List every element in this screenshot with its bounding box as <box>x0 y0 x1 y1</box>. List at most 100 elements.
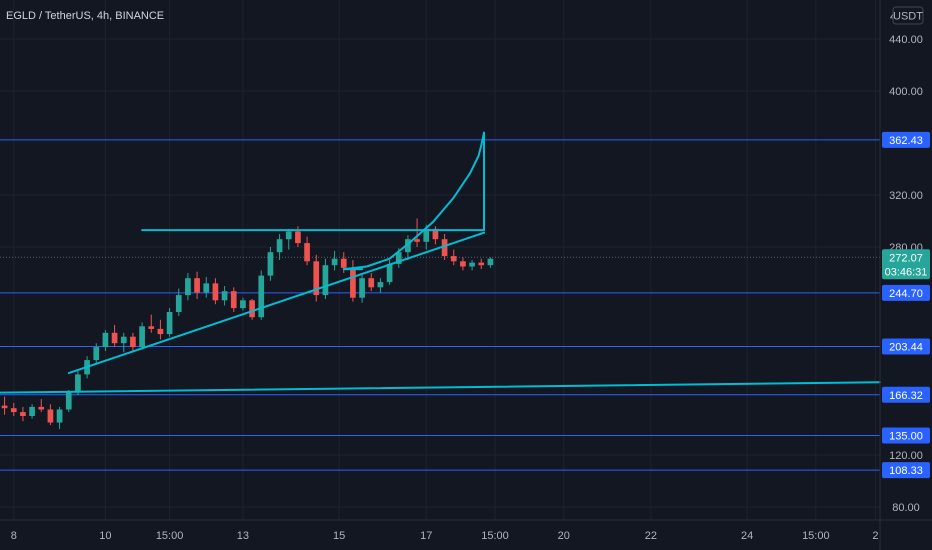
currency-button[interactable] <box>892 6 924 25</box>
candle-body <box>267 252 274 276</box>
candle-body <box>395 252 402 264</box>
time-axis[interactable]: 8 10 15:00 13 15 17 15:00 20 22 24 15:00 2 <box>0 519 932 542</box>
candle <box>194 271 200 299</box>
symbol-title[interactable]: EGLD / TetherUS, 4h, BINANCE <box>6 10 165 22</box>
candle-body <box>450 256 457 262</box>
time-tick-label: 10 <box>99 530 111 542</box>
candle-body <box>230 291 237 309</box>
candle <box>102 330 109 351</box>
candle-body <box>331 258 338 266</box>
candle <box>460 257 466 271</box>
candle <box>249 299 255 320</box>
price-axis[interactable]: 80.00120.00280.00320.00400.00440.004USDT… <box>879 0 930 550</box>
time-tick-label: 20 <box>558 530 570 542</box>
candle-body <box>313 261 320 296</box>
level-price-badge[interactable] <box>882 386 930 403</box>
candle-body <box>212 283 219 301</box>
candle-body <box>368 278 375 288</box>
candle-body <box>460 261 466 267</box>
drawings[interactable] <box>0 131 881 394</box>
candle-body <box>38 406 45 410</box>
candle <box>359 273 365 303</box>
candle-body <box>414 239 420 242</box>
candle <box>313 254 320 302</box>
candle <box>414 218 420 247</box>
candle-body <box>10 408 17 413</box>
candle <box>20 406 26 422</box>
drawing-curve[interactable] <box>342 131 485 271</box>
candle <box>478 258 485 270</box>
level-price-badge[interactable] <box>882 131 930 148</box>
time-tick-label: 15:00 <box>481 530 509 542</box>
candle <box>212 278 219 305</box>
candle <box>120 332 127 353</box>
grid <box>0 0 880 520</box>
current-price-label: 272.07 <box>889 252 923 264</box>
candle <box>432 226 439 245</box>
candle <box>377 278 384 293</box>
candle-body <box>423 228 430 242</box>
candle-body <box>47 409 54 423</box>
time-tick-label: 24 <box>741 530 753 542</box>
candle <box>56 406 63 429</box>
candle <box>47 404 54 426</box>
level-price-badge[interactable] <box>882 338 930 355</box>
drawing-trendline[interactable] <box>0 381 881 394</box>
level-price-label: 135.00 <box>889 431 923 443</box>
level-price-badge[interactable] <box>882 284 930 301</box>
candle <box>65 390 72 413</box>
candle-body <box>221 291 228 301</box>
candle-body <box>405 239 411 253</box>
candle <box>38 399 45 413</box>
candle-body <box>175 295 182 312</box>
candle <box>405 235 411 260</box>
candle-body <box>340 258 347 268</box>
candle-body <box>295 231 301 244</box>
candle-body <box>120 336 127 344</box>
candle-body <box>29 406 35 416</box>
drawing-trendline[interactable] <box>67 231 485 375</box>
candle-body <box>102 332 109 348</box>
candle-body <box>93 347 100 361</box>
candle-body <box>377 282 384 288</box>
time-tick-label: 13 <box>237 530 249 542</box>
candle <box>157 319 164 340</box>
time-tick-label: 22 <box>645 530 657 542</box>
time-tick-label: 15:00 <box>802 530 830 542</box>
price-tick-label: 80.00 <box>892 502 920 514</box>
price-tick-label: 440.00 <box>889 34 923 46</box>
candle-body <box>203 283 210 293</box>
candle-body <box>240 300 246 309</box>
candles <box>1 218 494 429</box>
candle <box>166 308 173 337</box>
candle-body <box>194 278 200 293</box>
candle-body <box>139 326 145 348</box>
candle-body <box>111 332 118 344</box>
horizontal-levels[interactable] <box>0 139 880 471</box>
candle <box>221 286 228 306</box>
level-price-badge[interactable] <box>882 462 930 479</box>
time-tick-label: 2 <box>872 530 878 542</box>
level-price-label: 166.32 <box>889 390 923 402</box>
candle <box>1 396 8 415</box>
candle <box>368 273 375 292</box>
candle-body <box>285 231 292 240</box>
candle <box>203 276 210 298</box>
candle <box>130 332 136 353</box>
candle-body <box>469 262 475 267</box>
candle <box>276 234 283 260</box>
candle <box>469 260 475 271</box>
candle-body <box>359 278 365 298</box>
candle-body <box>258 275 265 318</box>
candle-body <box>56 409 63 423</box>
candle-body <box>432 228 439 240</box>
candle <box>285 228 292 250</box>
candle-body <box>441 239 448 257</box>
level-price-label: 108.33 <box>889 465 923 477</box>
time-tick-label: 15:00 <box>156 530 184 542</box>
current-price-badge[interactable] <box>882 249 930 280</box>
bar-countdown-label: 03:46:31 <box>885 266 928 278</box>
level-price-badge[interactable] <box>882 427 930 444</box>
